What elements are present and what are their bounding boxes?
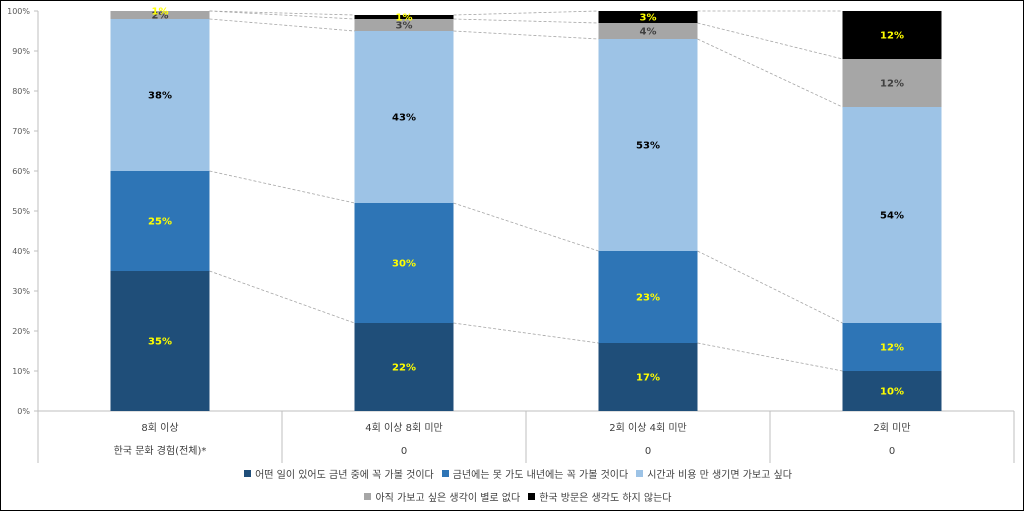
data-label: 12% — [880, 343, 904, 354]
bar-segment — [110, 271, 210, 411]
data-label: 17% — [636, 373, 660, 384]
category-label: 2회 미만 — [873, 422, 910, 434]
data-label: 35% — [148, 337, 172, 348]
bar-segment — [110, 19, 210, 171]
table-value: 0 — [645, 446, 651, 457]
bar-segment — [598, 23, 698, 39]
legend-item-5: 한국 방문은 생각도 하지 않는다 — [528, 489, 672, 504]
bar-segment — [354, 323, 454, 411]
bar-segment — [598, 11, 698, 23]
bar-segment — [354, 203, 454, 323]
legend-label-1: 어떤 일이 있어도 금년 중에 꼭 가볼 것이다 — [255, 470, 434, 481]
bar-segment — [354, 31, 454, 203]
legend-item-4: 아직 가보고 싶은 생각이 별로 없다 — [364, 489, 520, 504]
legend-row-1: 어떤 일이 있어도 금년 중에 꼭 가볼 것이다 금년에는 못 가도 내년에는 … — [188, 466, 848, 481]
legend-row-2: 아직 가보고 싶은 생각이 별로 없다 한국 방문은 생각도 하지 않는다 — [188, 489, 848, 504]
series-connector-line — [697, 38, 843, 108]
series-connector-line — [209, 18, 355, 32]
bar-segment — [354, 19, 454, 31]
data-label: 30% — [392, 259, 416, 270]
data-label: 53% — [636, 141, 660, 152]
category-label: 2회 이상 4회 미만 — [609, 422, 686, 434]
data-label: 38% — [148, 91, 172, 102]
bar-segment — [842, 11, 942, 59]
data-label: 10% — [880, 387, 904, 398]
series-connector-line — [453, 18, 599, 24]
y-tick-label: 50% — [12, 207, 30, 216]
legend-label-5: 한국 방문은 생각도 하지 않는다 — [539, 493, 672, 504]
series-connector-line — [209, 270, 355, 324]
series-connector-line — [453, 202, 599, 252]
data-label: 4% — [640, 27, 657, 38]
category-label: 4회 이상 8회 미만 — [365, 422, 442, 434]
legend-label-2: 금년에는 못 가도 내년에는 꼭 가볼 것이다 — [452, 470, 629, 481]
data-label: 2% — [152, 11, 169, 22]
data-label: 54% — [880, 211, 904, 222]
data-label: 1% — [152, 7, 169, 18]
legend-label-4: 아직 가보고 싶은 생각이 별로 없다 — [375, 493, 521, 504]
legend-item-3: 시간과 비용 만 생기면 가보고 싶다 — [636, 466, 792, 481]
legend-swatch-5 — [528, 493, 536, 500]
legend-swatch-1 — [244, 470, 252, 477]
bar-segment — [842, 107, 942, 323]
bar-segment — [598, 251, 698, 343]
bar-segment — [354, 15, 454, 19]
y-tick-label: 70% — [12, 127, 30, 136]
legend: 어떤 일이 있어도 금년 중에 꼭 가볼 것이다 금년에는 못 가도 내년에는 … — [188, 466, 848, 512]
series-connector-line — [209, 10, 355, 20]
series-connector-line — [697, 250, 843, 324]
data-label: 25% — [148, 217, 172, 228]
series-connector-line — [209, 170, 355, 204]
legend-swatch-3 — [636, 470, 644, 477]
table-row-label: 한국 문화 경험(전체)* — [114, 444, 207, 457]
y-tick-label: 40% — [12, 247, 30, 256]
bar-segment — [842, 323, 942, 371]
bar-segment — [842, 59, 942, 107]
y-tick-label: 30% — [12, 287, 30, 296]
bar-segment — [842, 371, 942, 411]
category-label: 8회 이상 — [141, 422, 178, 434]
y-tick-label: 90% — [12, 47, 30, 56]
y-tick-label: 60% — [12, 167, 30, 176]
legend-item-2: 금년에는 못 가도 내년에는 꼭 가볼 것이다 — [441, 466, 629, 481]
data-label: 3% — [640, 13, 657, 24]
legend-swatch-4 — [364, 493, 372, 500]
legend-label-3: 시간과 비용 만 생기면 가보고 싶다 — [647, 470, 792, 481]
bar-segment — [110, 171, 210, 271]
table-value: 0 — [889, 446, 895, 457]
y-tick-label: 80% — [12, 87, 30, 96]
data-label: 43% — [392, 113, 416, 124]
legend-swatch-2 — [441, 470, 449, 477]
y-tick-label: 100% — [7, 7, 30, 16]
bar-segment — [598, 39, 698, 251]
data-label: 1% — [396, 13, 413, 24]
series-connector-line — [453, 322, 599, 344]
bar-segment — [598, 343, 698, 411]
series-connector-line — [697, 22, 843, 60]
data-label: 23% — [636, 293, 660, 304]
series-connector-line — [453, 10, 599, 16]
data-label: 12% — [880, 79, 904, 90]
bar-segment — [110, 11, 210, 19]
y-tick-label: 20% — [12, 327, 30, 336]
stacked-bar-chart: 0% 10% 20% 30% 40% 50% 60% 70% 80% 90% 100% 35% 25% 3… — [7, 7, 1015, 463]
data-label: 3% — [396, 21, 413, 32]
series-connector-line — [209, 10, 355, 16]
data-label: 22% — [392, 363, 416, 374]
legend-item-1: 어떤 일이 있어도 금년 중에 꼭 가볼 것이다 — [244, 466, 434, 481]
y-tick-label: 0% — [17, 407, 30, 416]
series-connector-line — [453, 30, 599, 40]
table-value: 0 — [401, 446, 407, 457]
series-connector-line — [697, 342, 843, 372]
data-label: 12% — [880, 31, 904, 42]
y-tick-label: 10% — [12, 367, 30, 376]
